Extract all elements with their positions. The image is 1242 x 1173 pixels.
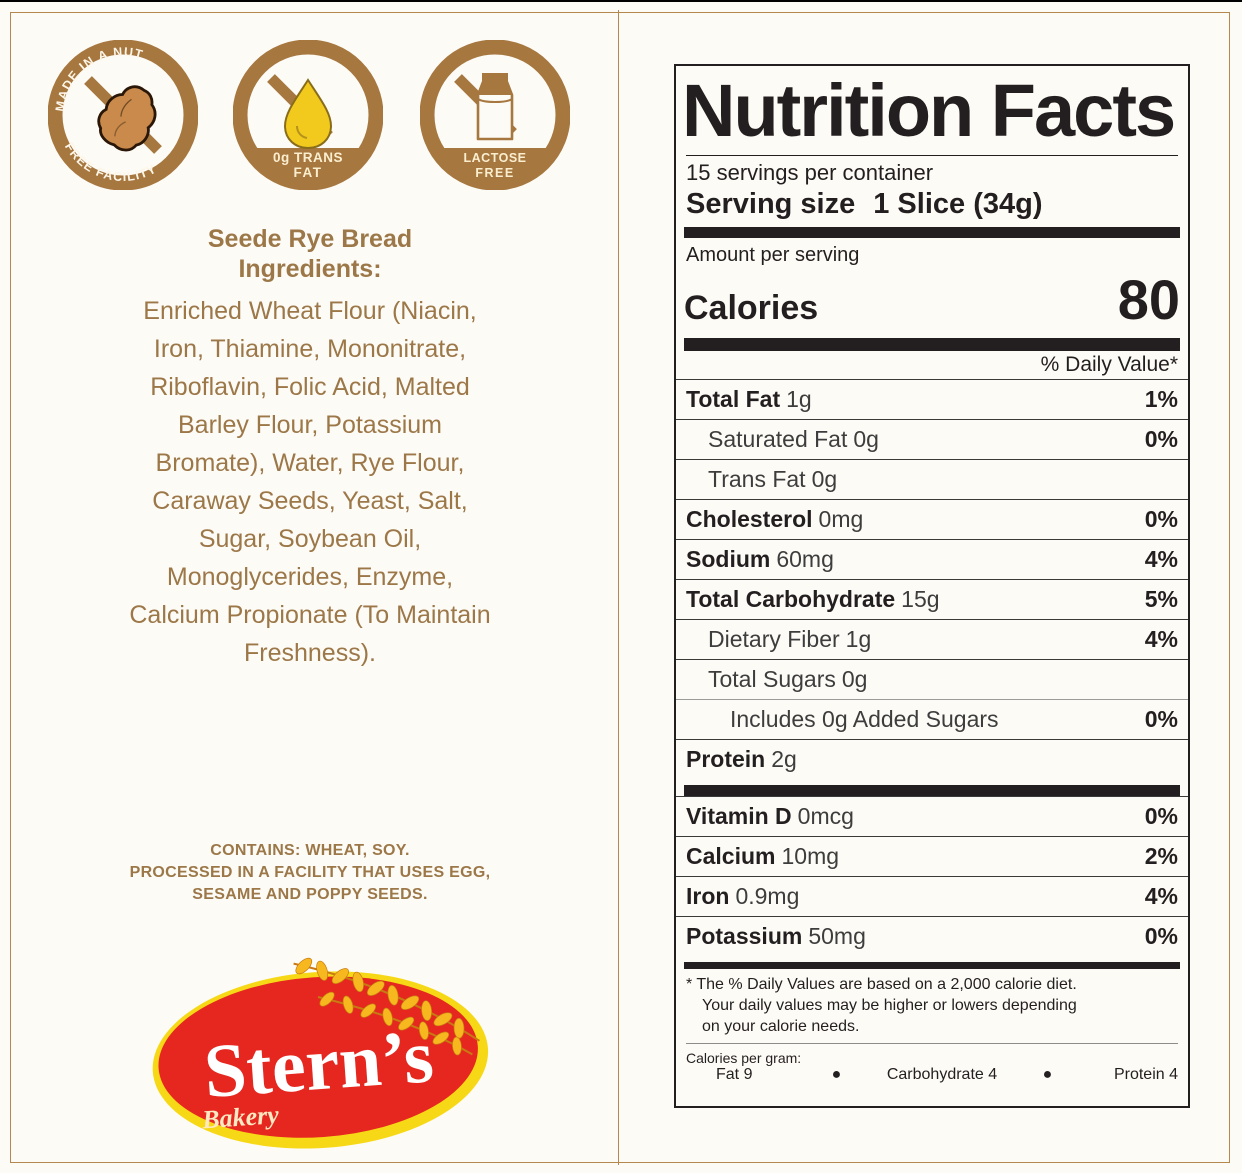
svg-text:0g TRANS: 0g TRANS bbox=[273, 150, 343, 165]
svg-text:FAT: FAT bbox=[294, 165, 323, 180]
svg-text:FREE FACILITY: FREE FACILITY bbox=[62, 140, 159, 184]
svg-text:Stern’s: Stern’s bbox=[201, 1014, 436, 1114]
svg-text:LACTOSE: LACTOSE bbox=[464, 151, 527, 165]
svg-text:FREE: FREE bbox=[475, 166, 514, 180]
svg-text:Bakery: Bakery bbox=[200, 1100, 280, 1134]
